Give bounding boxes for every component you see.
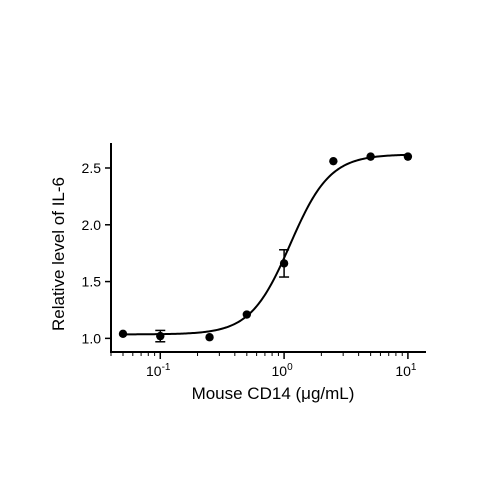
data-points [118,152,413,342]
data-point [205,333,214,342]
y-axis-title: Relative level of IL-6 [49,177,68,331]
data-point [279,259,289,268]
data-point [403,152,413,161]
fit-curve [123,153,408,336]
axes: 1.0 1.5 2.0 2.5 10-1 100 101 [82,143,426,379]
y-tick-label: 2.5 [82,160,102,176]
x-tick-label: 10-1 [146,362,171,379]
data-point [118,329,128,339]
y-tick-label: 2.0 [82,217,102,233]
x-tick-label: 100 [272,362,294,379]
y-tick-label: 1.5 [82,274,102,290]
data-point [329,156,338,166]
data-point [366,152,375,161]
data-point [242,310,252,319]
data-point [156,331,165,341]
y-tick-label: 1.0 [82,330,102,346]
axis-lines [110,143,426,353]
x-axis-title: Mouse CD14 (μg/mL) [192,384,355,403]
fit-curve-layer [123,153,408,336]
x-tick-label: 101 [395,362,417,379]
